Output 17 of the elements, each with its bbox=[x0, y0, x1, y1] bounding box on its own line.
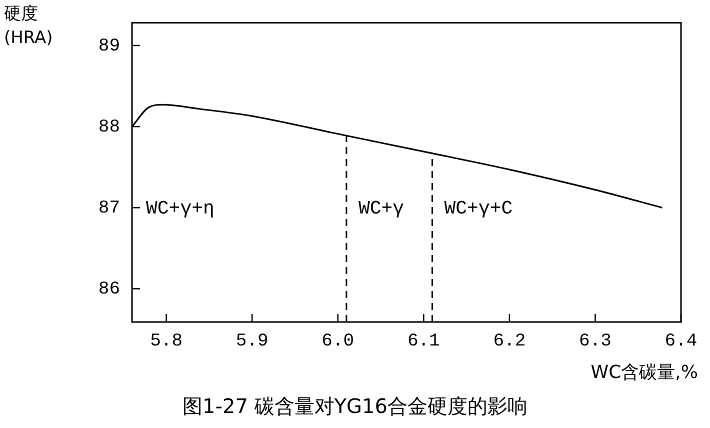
x-tick-label: 6.3 bbox=[579, 332, 612, 352]
annotation: WC+γ+η bbox=[146, 197, 214, 220]
annotation: WC+γ+C bbox=[444, 197, 513, 220]
x-tick-label: 5.9 bbox=[236, 332, 268, 352]
x-tick-label: 5.8 bbox=[150, 332, 183, 352]
annotation: WC+γ bbox=[358, 197, 404, 220]
x-tick-label: 6.4 bbox=[664, 332, 698, 352]
y-tick-label: 88 bbox=[98, 117, 120, 138]
y-axis-title: 硬度 (HRA) bbox=[4, 3, 53, 50]
x-tick-label: 6.2 bbox=[493, 332, 526, 352]
text: 图1-27 碳含量对YG16合金硬度的影响 bbox=[182, 393, 528, 420]
x-tick-label: 6.1 bbox=[407, 332, 440, 352]
y-tick-label: 87 bbox=[98, 198, 120, 218]
y-tick-label: 89 bbox=[98, 36, 120, 56]
x-axis-title: WC含碳量,% bbox=[590, 361, 698, 384]
x-tick-label: 6.0 bbox=[322, 332, 354, 352]
y-tick-label: 86 bbox=[98, 280, 120, 300]
